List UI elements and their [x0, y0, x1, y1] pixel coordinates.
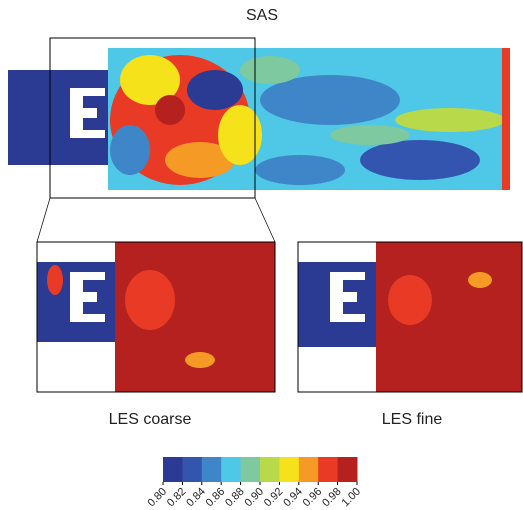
title-sas: SAS: [246, 7, 278, 24]
colorbar-tick-label: 0.80: [145, 486, 169, 510]
label-les-fine: LES fine: [382, 411, 443, 428]
colorbar-segment: [318, 457, 339, 482]
label-les-coarse: LES coarse: [109, 411, 192, 428]
colorbar-tick-label: 0.96: [301, 486, 325, 510]
colorbar-tick-label: 0.84: [184, 486, 208, 510]
colorbar-segment: [298, 457, 319, 482]
colorbar-segment: [221, 457, 242, 482]
colorbar-segment: [163, 457, 183, 482]
colorbar-segment: [337, 457, 358, 482]
colorbar-tick-label: 0.92: [262, 486, 286, 510]
colorbar-tick-label: 0.86: [204, 486, 228, 510]
colorbar-segment: [201, 457, 222, 482]
colorbar-tick-label: 0.90: [242, 486, 266, 510]
sas-field: [8, 37, 510, 243]
colorbar-tick-label: 0.98: [320, 486, 344, 510]
colorbar-tick-label: 0.94: [281, 486, 305, 510]
les-fine-field: [297, 241, 523, 393]
colorbar-tick-label: 0.82: [165, 486, 189, 510]
les-coarse-field: [36, 241, 276, 393]
colorbar-segment: [240, 457, 261, 482]
colorbar-tick-label: 1.00: [339, 486, 363, 510]
colorbar-segment: [260, 457, 280, 482]
colorbar-tick-label: 0.88: [223, 486, 247, 510]
colorbar-segment: [279, 457, 300, 482]
colorbar: 0.800.820.840.860.880.900.920.940.960.98…: [145, 457, 363, 509]
colorbar-segment: [182, 457, 203, 482]
